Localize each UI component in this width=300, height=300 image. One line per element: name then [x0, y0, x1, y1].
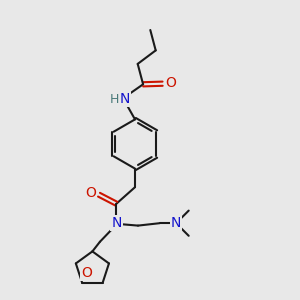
Text: N: N: [171, 216, 181, 230]
Text: N: N: [120, 92, 130, 106]
Text: H: H: [110, 93, 120, 106]
Text: O: O: [85, 186, 96, 200]
Text: O: O: [165, 76, 176, 90]
Text: N: N: [111, 216, 122, 230]
Text: O: O: [81, 266, 92, 280]
